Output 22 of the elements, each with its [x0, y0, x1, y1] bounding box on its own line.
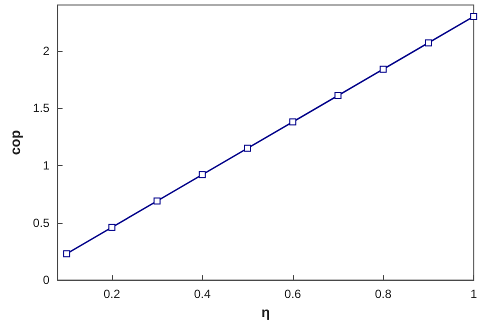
point [334, 92, 342, 100]
point [198, 171, 206, 178]
point [424, 39, 432, 46]
x-tick-label: 0.6 [284, 287, 302, 302]
x-tick-label: 0.8 [374, 287, 392, 302]
point [244, 144, 252, 152]
x-tick-label: 0.4 [194, 287, 211, 302]
point [470, 12, 478, 20]
point [63, 250, 70, 258]
y-tick-label: 0 [42, 273, 50, 288]
y-tick-label: 0.5 [32, 216, 50, 230]
y-tick-label: 1 [42, 158, 50, 172]
y-tick-label: 1.5 [32, 101, 50, 116]
x-tick-label: 1 [470, 287, 478, 302]
x-axis-title: η [261, 304, 270, 320]
x-tick-label: 0.2 [104, 287, 121, 302]
y-tick-label: 2 [42, 44, 50, 58]
point [108, 224, 116, 231]
point [154, 198, 161, 205]
point [289, 118, 296, 126]
y-axis-title: cop [7, 130, 23, 155]
point [380, 66, 387, 73]
